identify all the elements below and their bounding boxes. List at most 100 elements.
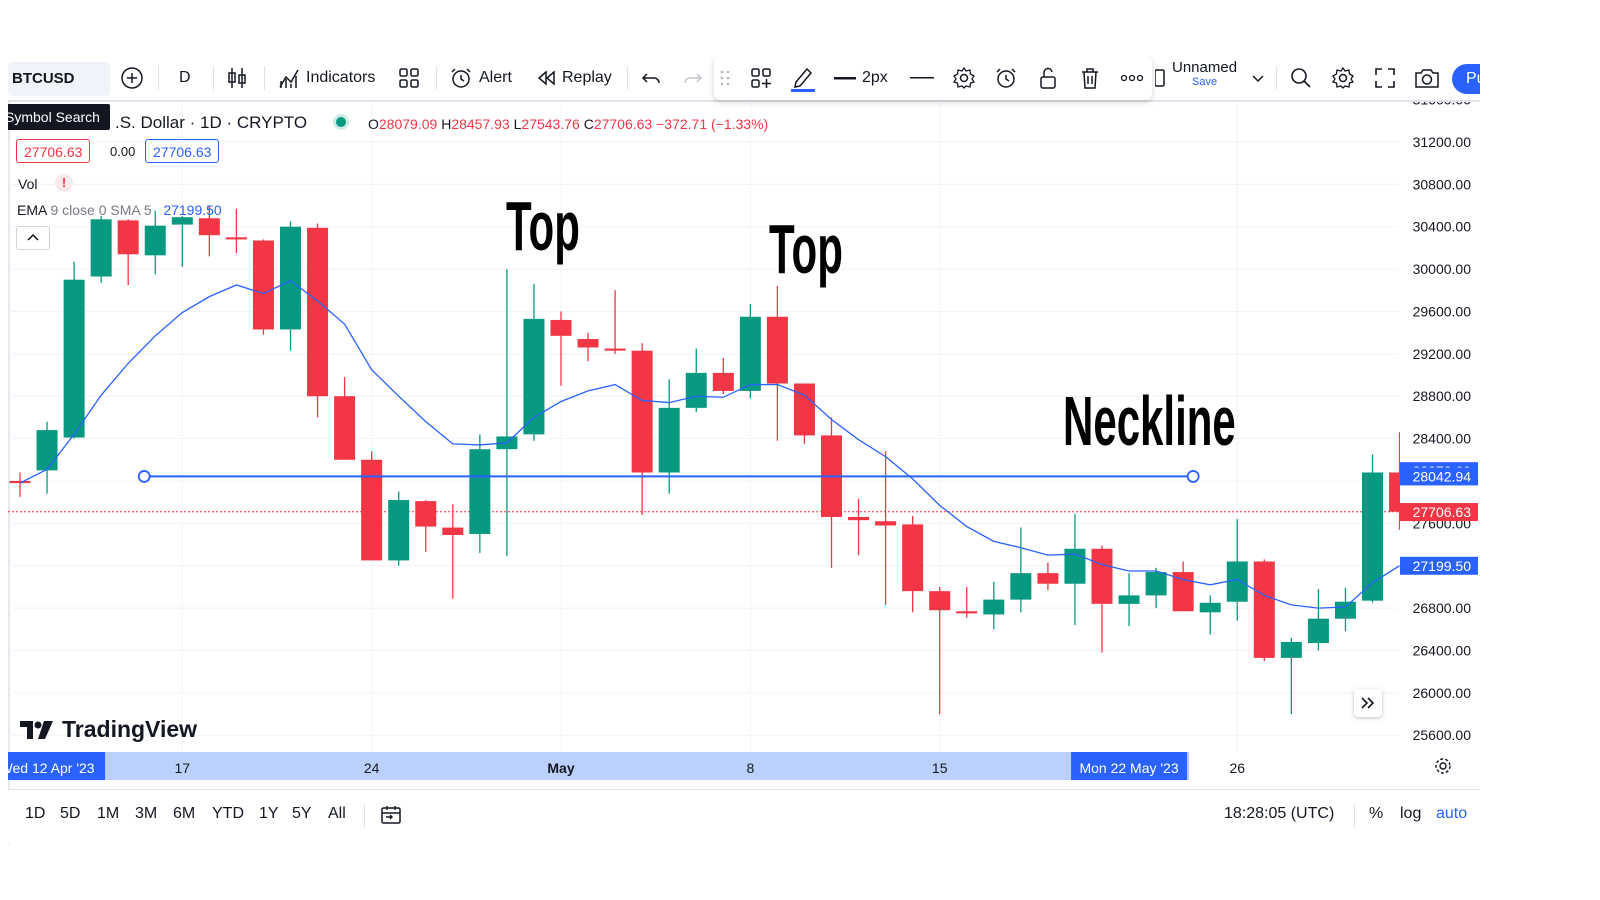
- candle-45: [1226, 519, 1248, 621]
- candle-body: [983, 599, 1005, 615]
- candle-46: [1253, 559, 1275, 662]
- lock-drawing-button[interactable]: [1038, 63, 1058, 93]
- unlock-icon: [1040, 67, 1056, 89]
- sell-price-button[interactable]: 27706.63: [16, 139, 91, 163]
- candle-body: [442, 527, 464, 535]
- chart-settings-button[interactable]: [1331, 63, 1355, 93]
- price-chart[interactable]: 17 24 May 8 15 26 Wed 12 Apr '23 Mon 22 May '23…: [8, 56, 1480, 789]
- warning-icon[interactable]: !: [55, 174, 73, 192]
- top-toolbar: BTCUSD D Indicators Alert Replay: [8, 56, 1480, 102]
- candle-41: [1118, 573, 1140, 627]
- toolbar-divider: [436, 66, 437, 90]
- annotation-neckline[interactable]: Neckline: [1063, 382, 1236, 460]
- range-button-6m[interactable]: 6M: [173, 805, 196, 822]
- toolbar-divider: [627, 66, 628, 90]
- close-key: C: [583, 116, 594, 132]
- candle-body: [1037, 573, 1059, 584]
- range-button-all[interactable]: All: [328, 805, 346, 822]
- compare-symbol-button[interactable]: [120, 63, 144, 93]
- line-width-button[interactable]: 2px: [834, 63, 888, 93]
- templates-plus-icon: [751, 68, 771, 88]
- layout-menu-button[interactable]: [1252, 63, 1264, 93]
- layout-icon: [1155, 69, 1165, 87]
- price-tick-label-7: 28400.00: [1413, 431, 1472, 447]
- drawing-alert-button[interactable]: [994, 63, 1018, 93]
- search-button[interactable]: [1289, 63, 1313, 93]
- bottom-toolbar: 1D 5D 1M 3M 6M YTD 1Y 5Y All 18:28:05 (UTC) % lo…: [8, 789, 1480, 844]
- price-tick-label-0: 25600.00: [1413, 727, 1472, 743]
- scroll-to-realtime-button[interactable]: [1354, 689, 1382, 717]
- drawing-templates-button[interactable]: [750, 63, 772, 93]
- drag-handle[interactable]: [720, 63, 730, 93]
- time-tick-label-2: May: [547, 760, 574, 776]
- drawing-settings-button[interactable]: [952, 63, 976, 93]
- ema-indicator-label[interactable]: EMA 9 close 0 SMA 5 27199.50: [17, 202, 222, 218]
- interval-button[interactable]: D: [179, 69, 191, 86]
- candle-16: [442, 504, 464, 599]
- snapshot-button[interactable]: [1414, 63, 1440, 93]
- candle-38: [1037, 562, 1059, 591]
- publish-button[interactable]: Pu: [1452, 64, 1480, 94]
- templates-button[interactable]: [398, 63, 420, 93]
- more-options-button[interactable]: [1120, 63, 1144, 93]
- redo-button[interactable]: [682, 63, 704, 93]
- indicators-button[interactable]: Indicators: [278, 63, 375, 93]
- line-color-button[interactable]: [790, 63, 816, 93]
- symbol-title[interactable]: .S. Dollar · 1D · CRYPTO: [115, 113, 308, 132]
- range-button-5y[interactable]: 5Y: [292, 805, 312, 822]
- line-style-button[interactable]: [910, 63, 934, 93]
- undo-button[interactable]: [640, 63, 662, 93]
- fullscreen-button[interactable]: [1374, 63, 1396, 93]
- price-label-1: 28042.94: [1413, 468, 1472, 484]
- candle-body: [1199, 602, 1221, 613]
- chart-type-button[interactable]: [226, 63, 248, 93]
- volume-indicator-label[interactable]: Vol: [18, 176, 38, 192]
- price-axis-bg: [1400, 100, 1480, 752]
- range-button-1d[interactable]: 1D: [25, 805, 46, 822]
- range-button-5d[interactable]: 5D: [60, 805, 81, 822]
- go-to-date-button[interactable]: [380, 800, 402, 830]
- tradingview-logo[interactable]: TradingView: [20, 716, 197, 743]
- symbol-search-button[interactable]: BTCUSD: [8, 62, 110, 96]
- candles-icon: [228, 68, 246, 88]
- candle-body: [36, 430, 58, 471]
- range-button-1m[interactable]: 1M: [97, 805, 120, 822]
- open-value: 28079.09: [378, 116, 438, 132]
- price-label-2: 27706.63: [1413, 504, 1472, 520]
- candle-24: [658, 379, 680, 494]
- range-button-3m[interactable]: 3M: [135, 805, 158, 822]
- annotation-top-1[interactable]: Top: [506, 187, 580, 265]
- undo-icon: [641, 73, 660, 84]
- ema-params: 9 close 0 SMA 5: [50, 202, 152, 218]
- time-axis: 17 24 May 8 15 26 Wed 12 Apr '23 Mon 22 May '23: [8, 752, 1245, 780]
- replay-label: Replay: [562, 69, 612, 86]
- alert-button[interactable]: Alert: [449, 63, 512, 93]
- change-value: −372.71 (−1.33%): [656, 116, 769, 132]
- candle-15: [415, 500, 437, 552]
- buy-price-button[interactable]: 27706.63: [145, 139, 220, 163]
- candle-25: [685, 348, 707, 413]
- delete-drawing-button[interactable]: [1080, 63, 1100, 93]
- layout-icon-button[interactable]: [1155, 63, 1165, 93]
- log-scale-toggle[interactable]: log: [1400, 805, 1422, 822]
- auto-scale-toggle[interactable]: auto: [1436, 805, 1468, 822]
- range-button-1y[interactable]: 1Y: [259, 805, 279, 822]
- layout-name-button[interactable]: Unnamed Save: [1172, 60, 1237, 90]
- high-key: H: [441, 116, 452, 132]
- replay-button[interactable]: Replay: [536, 63, 612, 93]
- candle-body: [280, 226, 301, 330]
- candle-29: [793, 383, 815, 444]
- utc-clock[interactable]: 18:28:05 (UTC): [1224, 805, 1335, 822]
- range-button-ytd[interactable]: YTD: [212, 805, 244, 822]
- candle-body: [469, 449, 491, 534]
- ohlc-values: O28079.09 H28457.93 L27543.76 C27706.63 …: [368, 116, 768, 132]
- candle-body: [198, 218, 220, 236]
- percent-scale-toggle[interactable]: %: [1369, 805, 1384, 822]
- candle-body: [1307, 618, 1329, 644]
- annotation-top-2[interactable]: Top: [769, 210, 843, 288]
- collapse-legend-button[interactable]: [16, 226, 50, 250]
- settings-gear-icon: [1331, 66, 1355, 89]
- chevron-up-icon: [27, 233, 39, 241]
- candle-body: [1226, 561, 1248, 602]
- candle-body: [1172, 572, 1194, 612]
